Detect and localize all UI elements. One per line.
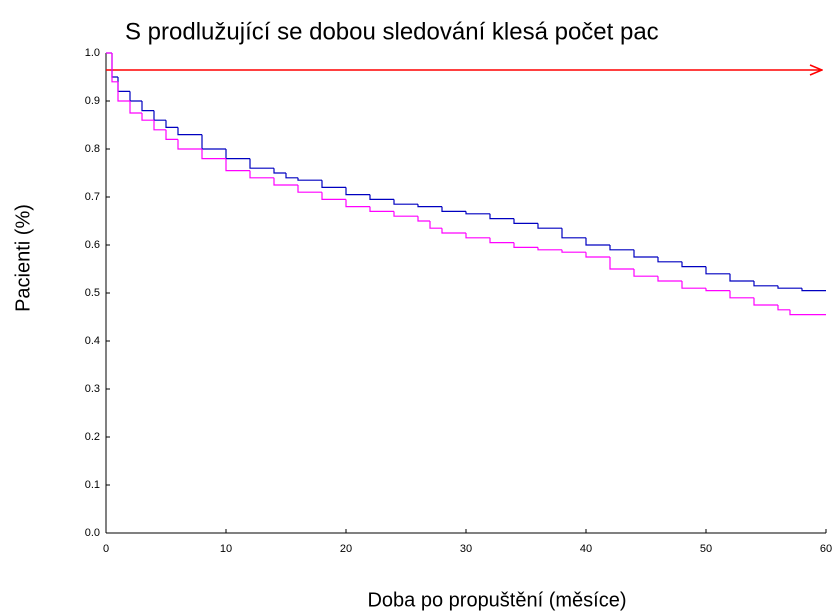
step-segment	[561, 228, 586, 239]
step-segment	[789, 309, 826, 316]
step-segment	[111, 53, 118, 78]
step-segment	[633, 269, 658, 277]
step-segment	[729, 273, 754, 282]
step-segment	[633, 249, 658, 258]
step-segment	[513, 242, 538, 248]
step-segment	[369, 194, 394, 200]
x-axis-label: Doba po propuštění (měsíce)	[367, 589, 626, 611]
step-segment	[321, 180, 346, 188]
step-segment	[753, 297, 778, 306]
step-segment	[561, 249, 586, 253]
y-tick-label: 0.9	[85, 95, 100, 107]
step-segment	[345, 187, 370, 196]
chart-title: S prodlužující se dobou sledování klesá …	[125, 18, 659, 45]
step-segment	[681, 261, 706, 268]
step-segment	[153, 120, 166, 131]
x-tick-label: 50	[700, 543, 712, 555]
step-segment	[201, 149, 226, 160]
step-segment	[585, 252, 610, 258]
step-segment	[117, 81, 130, 102]
step-segment	[297, 185, 322, 193]
step-segment	[177, 127, 202, 136]
step-segment	[609, 245, 634, 251]
step-segment	[165, 120, 178, 128]
x-tick-label: 10	[220, 543, 232, 555]
step-segment	[753, 281, 778, 287]
step-segment	[201, 134, 226, 150]
x-tick-label: 30	[460, 543, 472, 555]
step-segment	[177, 139, 202, 150]
y-tick-label: 0.1	[85, 479, 100, 491]
y-tick-label: 0.0	[85, 527, 100, 539]
step-segment	[153, 110, 166, 121]
step-segment	[141, 113, 154, 121]
y-tick-label: 0.8	[85, 143, 100, 155]
step-segment	[513, 218, 538, 224]
step-segment	[417, 204, 442, 208]
y-tick-label: 0.3	[85, 383, 100, 395]
step-segment	[273, 177, 298, 186]
step-segment	[705, 266, 730, 275]
step-segment	[369, 206, 394, 212]
step-segment	[141, 101, 154, 112]
step-segment	[429, 221, 442, 229]
y-tick-label: 0.6	[85, 239, 100, 251]
step-segment	[777, 285, 802, 289]
step-segment	[489, 213, 514, 220]
step-segment	[393, 199, 418, 205]
y-tick-label: 0.4	[85, 335, 100, 347]
step-segment	[657, 257, 682, 263]
step-segment	[129, 101, 142, 114]
step-segment	[129, 91, 142, 102]
step-segment	[165, 129, 178, 140]
y-tick-label: 1.0	[85, 47, 100, 59]
step-segment	[489, 237, 514, 244]
step-segment	[225, 149, 250, 160]
step-segment	[777, 305, 790, 311]
step-segment	[441, 228, 466, 234]
step-segment	[609, 257, 634, 270]
step-segment	[225, 158, 250, 172]
step-segment	[273, 168, 286, 174]
y-axis-label: Pacienti (%)	[12, 204, 34, 312]
step-segment	[321, 192, 346, 200]
step-segment	[441, 206, 466, 212]
step-segment	[681, 281, 706, 289]
x-tick-label: 60	[820, 543, 832, 555]
step-segment	[537, 247, 562, 251]
step-segment	[345, 199, 370, 208]
step-segment	[465, 211, 490, 215]
step-segment	[249, 170, 274, 179]
step-segment	[111, 53, 118, 83]
step-segment	[117, 77, 130, 92]
step-segment	[729, 290, 754, 299]
step-segment	[393, 211, 418, 217]
step-segment	[465, 233, 490, 239]
step-segment	[417, 216, 430, 222]
step-segment	[537, 223, 562, 229]
y-tick-label: 0.7	[85, 191, 100, 203]
step-segment	[705, 288, 730, 292]
step-segment	[657, 276, 682, 282]
y-tick-label: 0.2	[85, 431, 100, 443]
x-tick-label: 0	[103, 543, 109, 555]
x-tick-label: 20	[340, 543, 352, 555]
step-segment	[249, 158, 274, 169]
x-tick-label: 40	[580, 543, 592, 555]
y-tick-label: 0.5	[85, 287, 100, 299]
step-segment	[297, 177, 322, 181]
step-segment	[801, 288, 826, 292]
step-segment	[285, 173, 298, 179]
step-segment	[585, 237, 610, 246]
